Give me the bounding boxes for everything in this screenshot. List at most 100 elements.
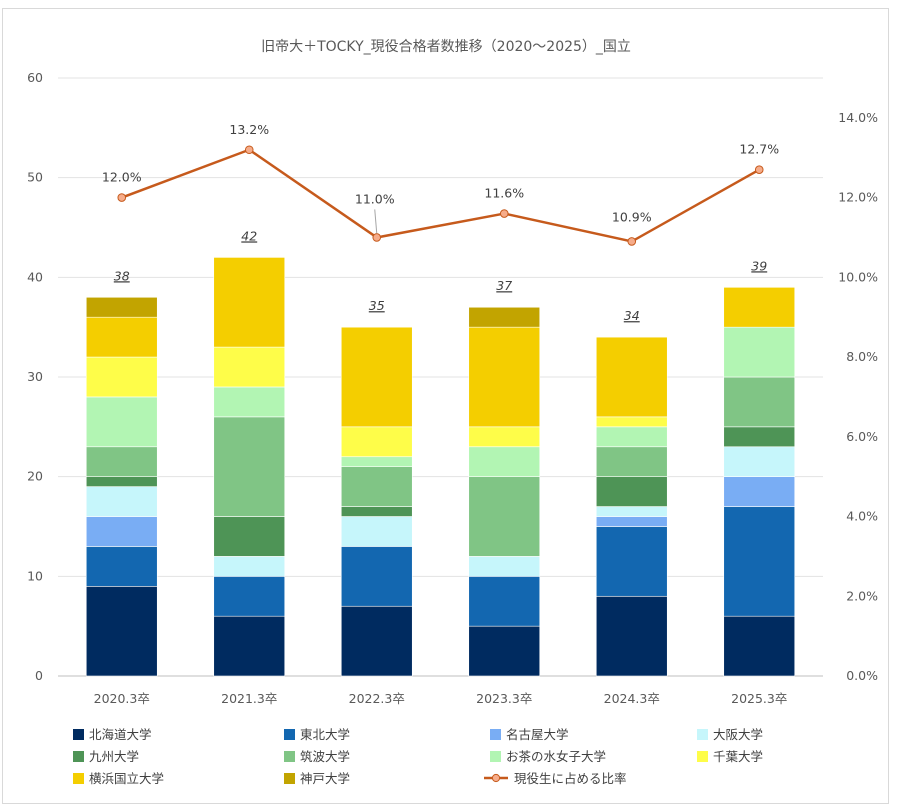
bar-segment — [723, 615, 796, 677]
bar-segment — [85, 486, 158, 517]
legend-label: 北海道大学 — [89, 727, 152, 742]
bar-segment — [85, 476, 158, 487]
ratio-data-label: 11.0% — [355, 191, 395, 206]
legend-label: 大阪大学 — [713, 727, 763, 742]
gridlines — [58, 77, 823, 677]
ratio-point — [117, 193, 127, 202]
legend-label: 名古屋大学 — [506, 727, 569, 742]
bar-segment — [595, 526, 668, 597]
y2-tick-label: 14.0% — [838, 110, 878, 125]
stacked-bar-line-chart: 旧帝大＋TOCKY_現役合格者数推移（2020～2025）_国立 3842353… — [27, 39, 878, 786]
x-tick-label: 2021.3卒 — [221, 691, 277, 706]
legend-swatch — [73, 751, 84, 762]
bar-segment — [85, 546, 158, 587]
ratio-point — [244, 145, 254, 155]
bar-segment — [85, 396, 158, 448]
bar-segment — [595, 416, 668, 428]
bar-segment — [723, 476, 796, 507]
ratio-data-label: 12.7% — [739, 142, 779, 157]
y2-tick-label: 0.0% — [846, 668, 878, 683]
ratio-data-label: 10.9% — [612, 209, 652, 224]
bar-total-label: 35 — [369, 298, 385, 313]
y2-tick-label: 2.0% — [846, 588, 878, 603]
legend-swatch — [490, 729, 501, 740]
bar-segment — [340, 516, 413, 547]
bar-segment — [723, 286, 796, 328]
bar-segment — [213, 576, 286, 617]
bar-segment — [723, 506, 796, 617]
bar-segment — [723, 426, 796, 448]
bar-segment — [595, 426, 668, 448]
bar-segment — [340, 326, 413, 428]
bar-segment — [468, 326, 541, 428]
legend-label: 九州大学 — [89, 749, 139, 764]
bar-segment — [723, 326, 796, 378]
ratio-point — [627, 237, 637, 246]
legend-swatch — [284, 729, 295, 740]
legend-swatch — [284, 751, 295, 762]
legend-swatch — [697, 751, 708, 762]
y2-tick-label: 8.0% — [846, 349, 878, 364]
ratio-line-path — [121, 148, 760, 243]
leader-line — [374, 209, 378, 234]
bars: 38 42 35 37 34 39 — [85, 228, 796, 677]
bar-segment — [213, 386, 286, 418]
bar-segment — [85, 316, 158, 358]
bar-segment — [340, 426, 413, 458]
legend-swatch — [73, 729, 84, 740]
y-tick-label: 10 — [27, 568, 43, 583]
bar-segment — [213, 257, 286, 348]
bar-segment — [468, 556, 541, 577]
x-tick-label: 2022.3卒 — [349, 691, 405, 706]
y2-tick-label: 6.0% — [846, 429, 878, 444]
y-tick-label: 20 — [27, 469, 43, 484]
bar-segment — [468, 446, 541, 477]
bar-segment — [468, 306, 541, 328]
legend-swatch — [284, 773, 295, 784]
bar-total-label: 34 — [624, 308, 640, 323]
bar-segment — [595, 336, 668, 418]
bar-segment — [340, 466, 413, 507]
ratio-data-label: 12.0% — [102, 170, 142, 185]
y-tick-label: 0 — [35, 668, 43, 683]
legend-swatch — [73, 773, 84, 784]
bar-segment — [85, 585, 158, 677]
x-tick-label: 2023.3卒 — [476, 691, 532, 706]
bar-total-label: 37 — [496, 278, 512, 293]
legend-label: 現役生に占める比率 — [514, 771, 627, 786]
bar-segment — [85, 296, 158, 318]
ratio-point — [372, 233, 382, 242]
legend-label: お茶の水女子大学 — [506, 749, 606, 764]
bar-segment — [213, 556, 286, 577]
bar-segment — [213, 346, 286, 388]
bar-segment — [468, 625, 541, 677]
axes: 0 10 20 30 40 50 60 0.0% 2.0% 4.0% 6.0% 8.0% 10.0% 12… — [27, 70, 878, 706]
bar-segment — [595, 506, 668, 517]
ratio-point — [754, 165, 764, 174]
legend-label: 神戸大学 — [300, 771, 350, 786]
legend-label: 千葉大学 — [713, 749, 763, 764]
bar-total-label: 38 — [114, 268, 130, 283]
y-tick-label: 50 — [27, 170, 43, 185]
legend-swatch — [490, 751, 501, 762]
ratio-point — [499, 209, 509, 218]
chart-title: 旧帝大＋TOCKY_現役合格者数推移（2020～2025）_国立 — [261, 39, 631, 55]
bar-segment — [468, 476, 541, 557]
bar-segment — [85, 516, 158, 547]
y2-tick-label: 12.0% — [838, 190, 878, 205]
ratio-data-label: 11.6% — [484, 186, 524, 201]
legend-label: 筑波大学 — [300, 749, 350, 764]
legend-label: 東北大学 — [300, 727, 350, 742]
x-tick-label: 2024.3卒 — [604, 691, 660, 706]
legend-swatch — [697, 729, 708, 740]
bar-total-label: 39 — [751, 258, 767, 273]
y-tick-label: 30 — [27, 369, 43, 384]
bar-segment — [468, 576, 541, 627]
y2-tick-label: 10.0% — [838, 269, 878, 284]
bar-segment — [340, 456, 413, 468]
bar-segment — [213, 416, 286, 517]
ratio-line: 12.0% 13.2% 11.0% 11.6% 10.9% 12.7% — [102, 122, 779, 246]
bar-segment — [213, 615, 286, 677]
bar-segment — [595, 476, 668, 507]
bar-total-label: 42 — [241, 228, 257, 243]
